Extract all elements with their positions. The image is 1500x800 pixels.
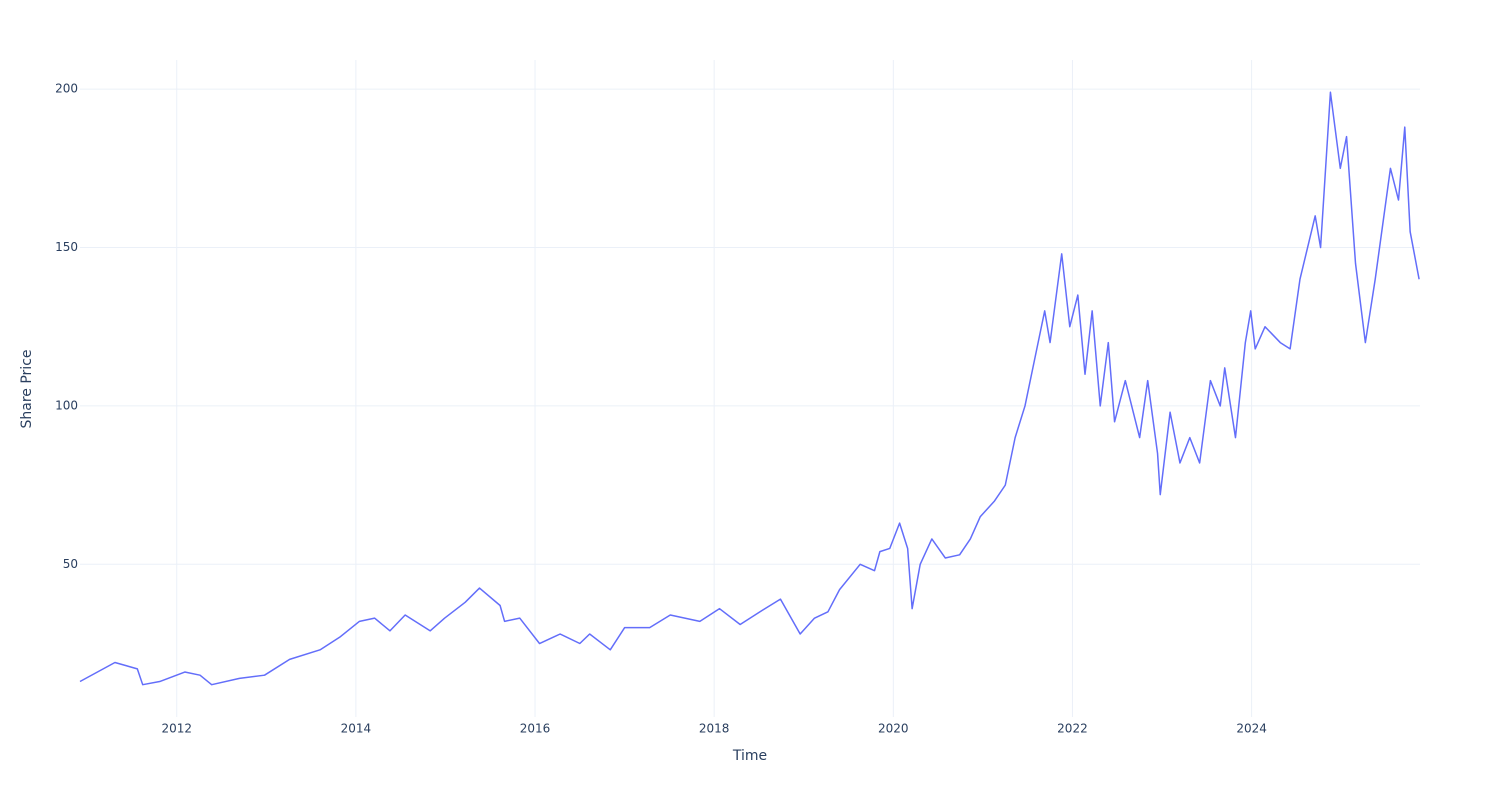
y-tick-label: 150 [55, 240, 78, 254]
x-axis-title: Time [732, 748, 767, 764]
x-tick-label: 2016 [520, 722, 551, 736]
x-tick-label: 2018 [699, 722, 730, 736]
y-tick-label: 50 [63, 557, 78, 571]
x-tick-label: 2014 [341, 722, 372, 736]
y-axis-title: Share Price [19, 349, 35, 428]
price-line [79, 91, 1420, 686]
y-tick-label: 200 [55, 82, 78, 96]
x-tick-label: 2022 [1057, 722, 1088, 736]
x-tick-label: 2020 [878, 722, 909, 736]
x-tick-label: 2024 [1236, 722, 1267, 736]
x-tick-label: 2012 [161, 722, 192, 736]
y-tick-label: 100 [55, 398, 78, 412]
